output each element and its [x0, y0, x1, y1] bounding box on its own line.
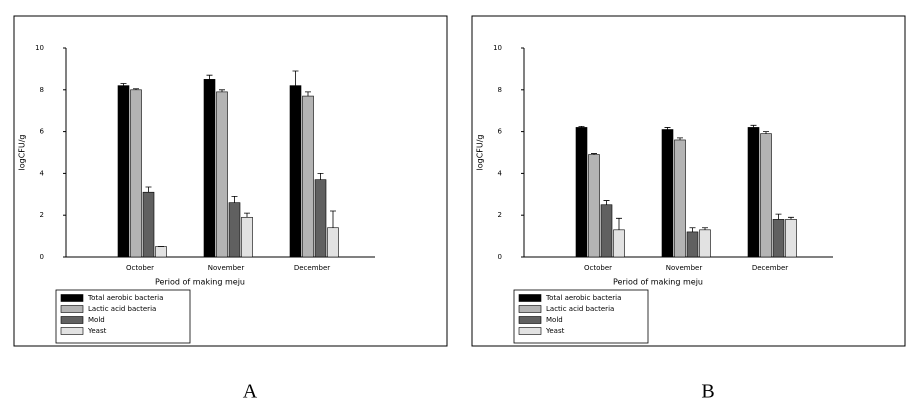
error-bar: [702, 227, 708, 230]
legend-label: Mold: [546, 316, 563, 324]
error-bar: [775, 213, 782, 220]
bar: [785, 219, 797, 258]
bar: [600, 204, 613, 258]
x-tick-label: November: [666, 264, 703, 272]
panel-label: A: [243, 381, 258, 403]
y-tick-label: 4: [40, 169, 45, 177]
legend-swatch: [518, 305, 542, 313]
y-axis-label: logCFU/g: [18, 134, 27, 170]
bar: [155, 246, 167, 258]
error-bar: [330, 210, 336, 228]
legend-swatch: [518, 316, 542, 324]
error-bar: [578, 125, 585, 128]
error-bar: [145, 186, 152, 193]
error-bar: [603, 200, 610, 205]
y-tick-label: 6: [40, 128, 45, 136]
error-bar: [305, 91, 311, 97]
bar: [314, 179, 327, 258]
error-bar: [677, 137, 683, 140]
bar: [699, 229, 711, 258]
bar: [130, 89, 142, 258]
bar: [117, 85, 130, 258]
legend-label: Total aerobic bacteria: [545, 294, 621, 302]
y-tick-label: 8: [40, 86, 44, 94]
error-bar: [231, 195, 238, 203]
bar: [203, 79, 216, 258]
error-bar: [317, 173, 324, 180]
legend-label: Lactic acid bacteria: [88, 305, 156, 313]
panel-label: B: [701, 381, 714, 403]
y-axis-label: logCFU/g: [476, 134, 485, 170]
error-bar: [689, 227, 696, 232]
legend-swatch: [518, 294, 542, 302]
error-bar: [120, 83, 127, 86]
y-tick-label: 2: [498, 211, 502, 219]
bar: [588, 154, 600, 258]
error-bar: [292, 70, 299, 86]
bar: [216, 91, 228, 258]
legend-label: Lactic acid bacteria: [546, 305, 614, 313]
bar: [674, 139, 686, 258]
x-tick-label: December: [294, 264, 330, 272]
x-tick-label: October: [126, 264, 154, 272]
bar: [241, 216, 253, 258]
y-tick-label: 0: [40, 253, 44, 261]
error-bar: [750, 124, 757, 128]
error-bar: [664, 127, 671, 130]
bar: [575, 127, 588, 258]
chart: 0 2 4 6 8 10 logCFU/g Period of making mejuOcto…: [13, 15, 448, 403]
error-bar: [244, 212, 250, 218]
y-tick-label: 4: [498, 169, 503, 177]
chart-frame: [13, 15, 448, 347]
bar: [686, 231, 699, 258]
y-tick-label: 6: [498, 128, 503, 136]
legend-swatch: [60, 327, 84, 335]
chart: 0 2 4 6 8 10 logCFU/g Period of making mejuOcto…: [471, 15, 906, 403]
legend-swatch: [60, 294, 84, 302]
bar: [661, 129, 674, 258]
x-axis-label: Period of making meju: [613, 278, 703, 287]
bar: [760, 133, 772, 258]
error-bar: [133, 88, 139, 90]
x-tick-label: November: [208, 264, 245, 272]
legend-swatch: [60, 305, 84, 313]
legend-label: Yeast: [87, 327, 107, 335]
legend-label: Mold: [88, 316, 105, 324]
error-bar: [591, 153, 597, 155]
y-tick-label: 0: [498, 253, 502, 261]
y-tick-label: 8: [498, 86, 502, 94]
bar: [747, 127, 760, 258]
bar: [302, 95, 314, 258]
error-bar: [616, 217, 622, 230]
bar: [289, 85, 302, 258]
bar: [613, 229, 625, 258]
x-tick-label: October: [584, 264, 612, 272]
legend-label: Total aerobic bacteria: [87, 294, 163, 302]
y-tick-label: 2: [40, 211, 44, 219]
chart-frame: [471, 15, 906, 347]
legend-swatch: [60, 316, 84, 324]
y-tick-label: 10: [35, 44, 44, 52]
bar: [327, 227, 339, 258]
error-bar: [763, 131, 769, 134]
legend-swatch: [518, 327, 542, 335]
x-axis-label: Period of making meju: [155, 278, 245, 287]
error-bar: [206, 74, 213, 80]
error-bar: [788, 216, 794, 220]
bar: [142, 191, 155, 258]
error-bar: [219, 89, 225, 92]
legend-label: Yeast: [545, 327, 565, 335]
y-tick-label: 10: [493, 44, 502, 52]
bar: [772, 219, 785, 258]
bar: [228, 202, 241, 258]
x-tick-label: December: [752, 264, 788, 272]
